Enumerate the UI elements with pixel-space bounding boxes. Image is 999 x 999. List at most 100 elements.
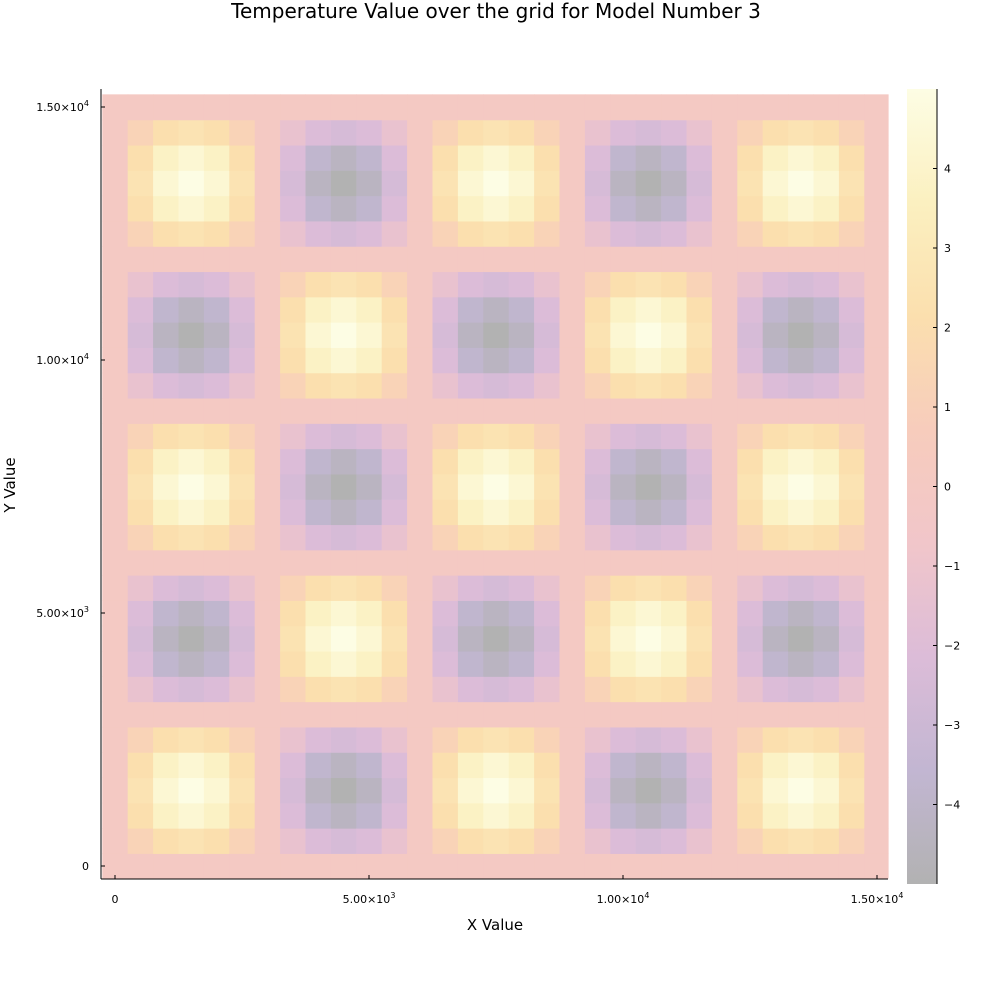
- heatmap-cell: [762, 473, 789, 500]
- heatmap-cell: [178, 802, 205, 829]
- heatmap-cell: [559, 397, 586, 424]
- heatmap-cell: [661, 119, 688, 146]
- heatmap-cell: [534, 575, 561, 601]
- heatmap-cell: [305, 802, 332, 829]
- heatmap-cell: [737, 650, 764, 677]
- heatmap-cell: [635, 119, 662, 146]
- heatmap-cell: [584, 195, 611, 222]
- heatmap-cell: [661, 575, 688, 601]
- heatmap-cell: [534, 271, 561, 298]
- heatmap-cell: [153, 347, 180, 374]
- heatmap-cell: [407, 423, 434, 450]
- heatmap-cell: [838, 195, 865, 222]
- heatmap-cell: [127, 524, 154, 551]
- heatmap-cell: [838, 271, 865, 298]
- heatmap-cell: [127, 119, 154, 146]
- y-tick-label: 5.00×103: [36, 605, 89, 620]
- heatmap-cell: [711, 195, 738, 222]
- heatmap-cell: [838, 499, 865, 526]
- heatmap-cell: [102, 397, 129, 424]
- heatmap-cell: [407, 524, 434, 551]
- heatmap-cell: [661, 828, 688, 854]
- heatmap-cell: [788, 423, 815, 450]
- heatmap-cell: [508, 372, 535, 399]
- heatmap-cell: [178, 347, 205, 374]
- heatmap-cell: [254, 220, 281, 247]
- heatmap-cell: [584, 271, 611, 298]
- heatmap-cell: [788, 828, 815, 854]
- heatmap-cell: [254, 347, 281, 374]
- heatmap-cell: [838, 726, 865, 753]
- heatmap-cell: [813, 220, 840, 247]
- heatmap-cell: [584, 296, 611, 323]
- heatmap-cell: [457, 347, 484, 374]
- heatmap-cell: [635, 549, 662, 576]
- heatmap-cell: [356, 549, 383, 576]
- heatmap-cell: [457, 271, 484, 298]
- heatmap-cell: [686, 423, 713, 450]
- heatmap-cell: [813, 726, 840, 753]
- heatmap-cell: [356, 701, 383, 728]
- heatmap-cell: [737, 296, 764, 323]
- heatmap-cell: [762, 625, 789, 652]
- heatmap-cell: [356, 726, 383, 753]
- heatmap-cell: [178, 853, 205, 879]
- heatmap-cell: [178, 600, 205, 627]
- heatmap-cell: [508, 94, 535, 121]
- heatmap-cell: [559, 802, 586, 829]
- heatmap-cell: [559, 726, 586, 753]
- heatmap-cell: [737, 499, 764, 526]
- heatmap-cell: [280, 473, 307, 500]
- heatmap-cell: [661, 397, 688, 424]
- heatmap-cell: [788, 322, 815, 348]
- heatmap-cell: [127, 144, 154, 171]
- heatmap-cell: [711, 625, 738, 652]
- heatmap-cell: [356, 119, 383, 146]
- heatmap-cell: [737, 701, 764, 728]
- heatmap-cell: [661, 752, 688, 779]
- heatmap-cell: [153, 828, 180, 854]
- heatmap-cell: [203, 347, 230, 374]
- heatmap-cell: [203, 650, 230, 677]
- heatmap-cell: [610, 372, 637, 399]
- heatmap-cell: [788, 726, 815, 753]
- heatmap-cell: [280, 853, 307, 879]
- heatmap-cell: [508, 423, 535, 450]
- heatmap-cell: [661, 473, 688, 500]
- heatmap-cell: [559, 828, 586, 854]
- heatmap-cell: [864, 448, 889, 475]
- heatmap-cell: [305, 828, 332, 854]
- heatmap-cell: [711, 347, 738, 374]
- heatmap-cell: [229, 726, 256, 753]
- heatmap-cell: [838, 372, 865, 399]
- heatmap-cell: [305, 448, 332, 475]
- heatmap-cell: [153, 397, 180, 424]
- heatmap-cell: [280, 423, 307, 450]
- heatmap-cell: [483, 296, 510, 323]
- heatmap-cell: [127, 549, 154, 576]
- heatmap-cell: [737, 144, 764, 171]
- heatmap-cell: [153, 322, 180, 348]
- heatmap-cell: [356, 322, 383, 348]
- heatmap-cell: [508, 752, 535, 779]
- heatmap-cell: [280, 170, 307, 197]
- heatmap-cell: [203, 726, 230, 753]
- heatmap-cell: [153, 423, 180, 450]
- heatmap-cell: [203, 220, 230, 247]
- heatmap-cell: [508, 397, 535, 424]
- x-tick-label: 1.50×104: [851, 891, 904, 906]
- heatmap-cell: [661, 423, 688, 450]
- heatmap-cell: [508, 448, 535, 475]
- heatmap-cell: [432, 600, 459, 627]
- heatmap-cell: [737, 448, 764, 475]
- heatmap-cell: [356, 170, 383, 197]
- heatmap-cell: [254, 296, 281, 323]
- heatmap-cell: [635, 777, 662, 804]
- heatmap-cell: [102, 726, 129, 753]
- heatmap-cell: [407, 853, 434, 879]
- heatmap-cell: [864, 802, 889, 829]
- heatmap-cell: [229, 549, 256, 576]
- heatmap-cell: [813, 676, 840, 703]
- heatmap-cell: [457, 397, 484, 424]
- heatmap-cell: [330, 347, 357, 374]
